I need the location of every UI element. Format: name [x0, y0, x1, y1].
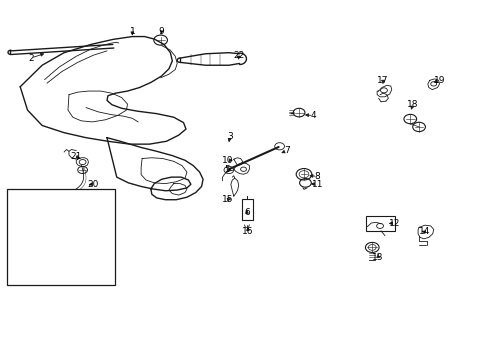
Text: 9: 9	[159, 27, 164, 36]
Text: 15: 15	[221, 195, 233, 204]
Text: 6: 6	[244, 208, 249, 217]
Text: 17: 17	[376, 76, 388, 85]
Text: 18: 18	[406, 100, 418, 109]
Text: 21: 21	[70, 152, 82, 161]
Text: 20: 20	[87, 180, 99, 189]
Text: 4: 4	[310, 111, 316, 120]
Text: 2: 2	[28, 54, 34, 63]
Text: 12: 12	[388, 219, 400, 228]
Text: 16: 16	[242, 228, 253, 237]
Text: 8: 8	[314, 172, 320, 181]
Text: 19: 19	[433, 76, 445, 85]
Text: 22: 22	[233, 51, 244, 60]
Text: 1: 1	[129, 27, 135, 36]
Text: 3: 3	[226, 132, 232, 141]
Text: 5: 5	[224, 166, 230, 175]
Bar	[366, 216, 394, 231]
Text: 10: 10	[222, 156, 233, 165]
Bar	[242, 199, 252, 220]
Text: 11: 11	[311, 180, 323, 189]
Text: 13: 13	[371, 253, 383, 262]
Text: 7: 7	[284, 146, 289, 155]
Bar	[6, 189, 115, 285]
Text: 14: 14	[418, 228, 430, 237]
